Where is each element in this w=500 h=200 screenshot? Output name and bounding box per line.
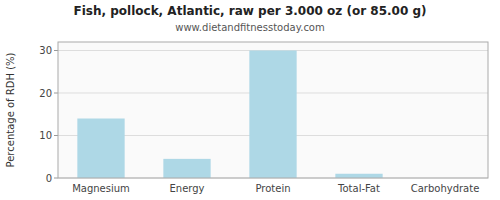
subtitle: www.dietandfitnesstoday.com bbox=[175, 22, 324, 33]
y-tick-label: 10 bbox=[39, 130, 52, 141]
y-tick bbox=[54, 135, 58, 136]
bars bbox=[77, 51, 382, 179]
chart-container: Fish, pollock, Atlantic, raw per 3.000 o… bbox=[0, 0, 500, 200]
y-tick-label: 20 bbox=[39, 88, 52, 99]
x-tick-label: Protein bbox=[255, 183, 290, 194]
y-tick bbox=[54, 93, 58, 94]
y-tick-label: 30 bbox=[39, 45, 52, 56]
y-tick bbox=[54, 50, 58, 51]
plot-frame bbox=[58, 42, 488, 178]
x-tick-label: Total-Fat bbox=[337, 183, 380, 194]
x-tick-label: Carbohydrate bbox=[411, 183, 480, 194]
y-tick bbox=[54, 178, 58, 179]
bar bbox=[249, 51, 296, 179]
bar bbox=[335, 174, 382, 178]
y-tick-label: 0 bbox=[46, 173, 52, 184]
bar bbox=[77, 119, 124, 179]
title: Fish, pollock, Atlantic, raw per 3.000 o… bbox=[73, 4, 426, 18]
x-tick-label: Magnesium bbox=[72, 183, 130, 194]
bar bbox=[163, 159, 210, 178]
chart: Fish, pollock, Atlantic, raw per 3.000 o… bbox=[0, 0, 500, 200]
y-axis-label: Percentage of RDH (%) bbox=[5, 52, 16, 167]
plot-area bbox=[58, 42, 488, 178]
x-tick-label: Energy bbox=[169, 183, 204, 194]
